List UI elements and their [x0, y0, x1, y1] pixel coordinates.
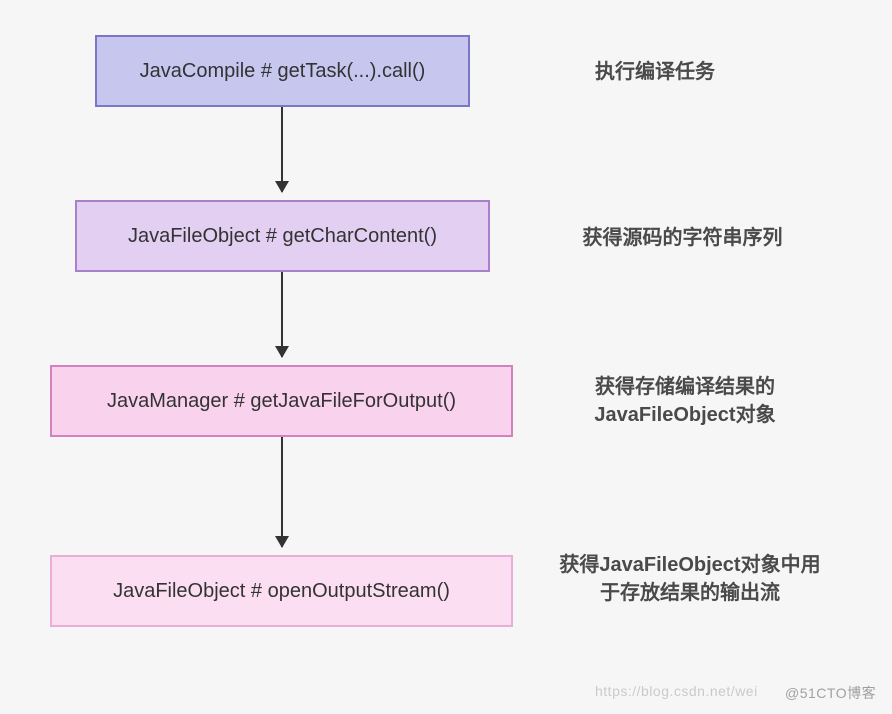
flow-arrow: [281, 107, 283, 192]
flow-node-label: JavaFileObject # getCharContent(): [128, 225, 437, 248]
flow-caption-manager: 获得存储编译结果的JavaFileObject对象: [560, 373, 810, 429]
watermark-51cto: @51CTO博客: [785, 683, 876, 703]
flow-node-label: JavaCompile # getTask(...).call(): [140, 60, 426, 83]
watermark-csdn: https://blog.csdn.net/wei: [595, 683, 758, 699]
flow-node-compile: JavaCompile # getTask(...).call(): [95, 35, 470, 107]
flow-arrow: [281, 437, 283, 547]
flow-caption-compile: 执行编译任务: [565, 58, 745, 86]
flow-node-outputstream: JavaFileObject # openOutputStream(): [50, 555, 513, 627]
flow-node-charcontent: JavaFileObject # getCharContent(): [75, 200, 490, 272]
flow-node-label: JavaManager # getJavaFileForOutput(): [107, 390, 456, 413]
flow-arrow: [281, 272, 283, 357]
flow-caption-charcontent: 获得源码的字符串序列: [560, 224, 805, 252]
flow-caption-outputstream: 获得JavaFileObject对象中用于存放结果的输出流: [555, 551, 825, 607]
flow-node-label: JavaFileObject # openOutputStream(): [113, 580, 450, 603]
flow-node-manager: JavaManager # getJavaFileForOutput(): [50, 365, 513, 437]
flowchart-container: JavaCompile # getTask(...).call() 执行编译任务…: [0, 0, 892, 714]
